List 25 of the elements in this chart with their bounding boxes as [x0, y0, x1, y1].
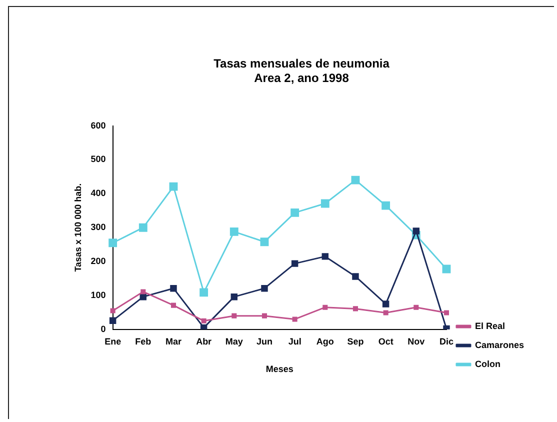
y-tick-label: 100: [90, 290, 106, 300]
y-tick-label: 400: [90, 188, 106, 198]
y-tick-label: 600: [90, 120, 106, 130]
x-axis-title: Meses: [266, 364, 294, 374]
chart-title: Tasas mensuales de neumonia Area 2, ano 1998: [214, 56, 390, 85]
x-tick-label: Nov: [408, 336, 425, 346]
x-tick-label: Abr: [196, 336, 212, 346]
x-tick-label: Mar: [165, 336, 182, 346]
x-tick-label: Dic: [439, 336, 454, 346]
x-tick-label: Oct: [378, 336, 394, 346]
x-tick-label: Ene: [104, 336, 122, 346]
x-tick-label: Sep: [347, 336, 364, 346]
y-tick-label: 200: [90, 256, 106, 266]
legend-label: El Real: [474, 320, 505, 331]
legend-label: Camarones: [474, 340, 524, 350]
x-tick-label: Jul: [288, 336, 302, 346]
x-tick-label: Feb: [135, 336, 152, 346]
y-axis-title: Tasas x 100 000 hab.: [72, 183, 83, 272]
y-tick-label: 300: [90, 222, 106, 232]
x-tick-label: Ago: [316, 336, 334, 346]
x-tick-label: Jun: [256, 336, 272, 346]
y-tick-label: 500: [90, 154, 106, 164]
y-tick-label: 0: [100, 324, 106, 334]
legend-label: Colon: [474, 358, 500, 369]
x-tick-label: May: [225, 336, 243, 346]
